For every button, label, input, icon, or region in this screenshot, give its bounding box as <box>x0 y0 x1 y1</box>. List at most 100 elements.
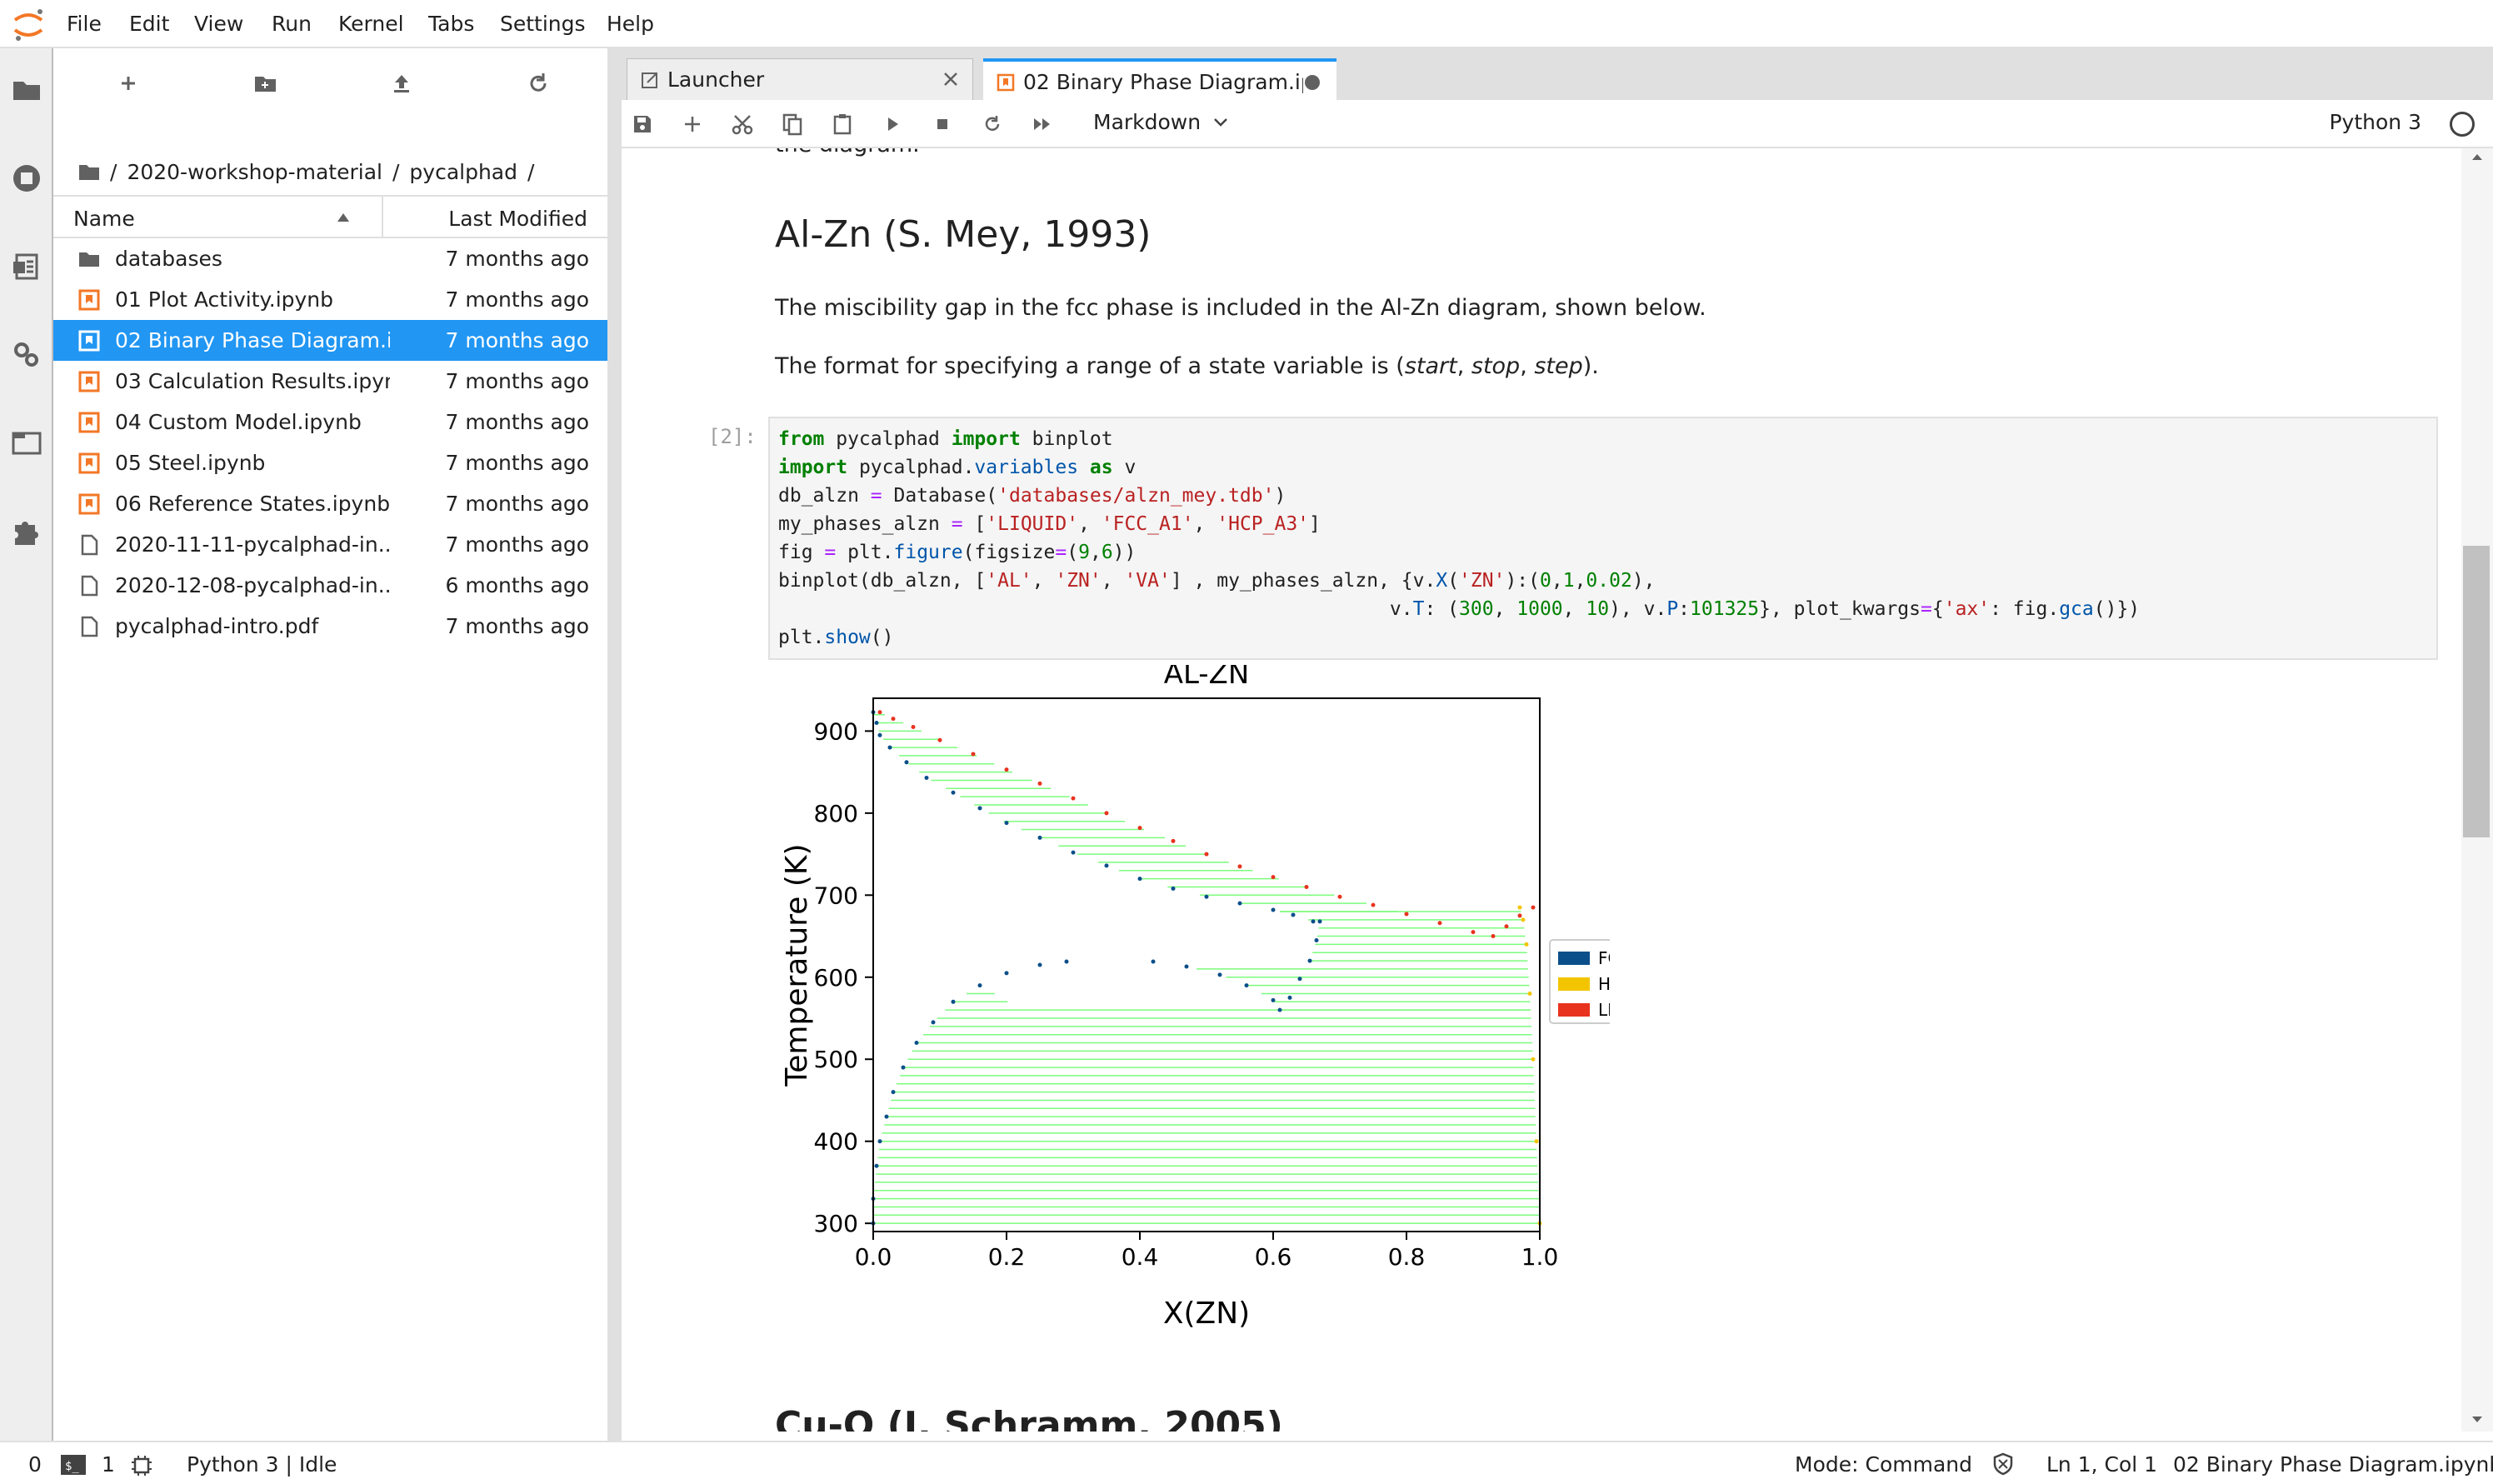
file-row[interactable]: 2020-12-08-pycalphad-in... 6 months ago <box>53 565 607 606</box>
file-row[interactable]: 03 Calculation Results.ipynb 7 months ag… <box>53 361 607 402</box>
miscibility-point <box>1271 997 1276 1002</box>
cursor-position[interactable]: Ln 1, Col 1 <box>2046 1452 2158 1477</box>
shield-icon[interactable] <box>1991 1452 2015 1476</box>
file-name: 03 Calculation Results.ipynb <box>115 369 390 393</box>
tabs-icon[interactable] <box>8 425 45 462</box>
kernel-name[interactable]: Python 3 <box>2329 110 2421 134</box>
scroll-down-icon[interactable] <box>2461 1412 2493 1428</box>
restart-icon[interactable] <box>977 108 1008 140</box>
miscibility-point <box>874 1163 879 1168</box>
menu-settings[interactable]: Settings <box>500 12 586 36</box>
menu-tabs[interactable]: Tabs <box>428 12 475 36</box>
file-browser: / 2020-workshop-material / pycalphad / N… <box>53 48 607 1441</box>
kernel-count[interactable]: 1 <box>102 1452 115 1477</box>
section-heading: Al-Zn (S. Mey, 1993) <box>775 213 1152 256</box>
menu-kernel[interactable]: Kernel <box>338 12 404 36</box>
close-icon[interactable] <box>941 69 961 89</box>
stop-icon[interactable] <box>927 108 958 140</box>
column-divider[interactable] <box>382 197 383 238</box>
menu-help[interactable]: Help <box>607 12 654 36</box>
miscibility-point <box>1317 919 1322 924</box>
liquidus-point <box>937 737 942 742</box>
y-tick-label: 300 <box>814 1210 858 1237</box>
menu-edit[interactable]: Edit <box>129 12 170 36</box>
breadcrumb-root[interactable]: / <box>110 159 117 184</box>
liquidus-point <box>1337 894 1342 899</box>
miscibility-point <box>1184 964 1189 969</box>
legend-label: HCP_A3 <box>1598 974 1610 994</box>
miscibility-point <box>1297 977 1302 982</box>
file-row[interactable]: 04 Custom Model.ipynb 7 months ago <box>53 402 607 442</box>
property-inspector-icon[interactable] <box>8 337 45 373</box>
miscibility-point <box>1151 959 1156 964</box>
tab-notebook[interactable]: 02 Binary Phase Diagram.ipynb <box>983 58 1336 100</box>
file-row[interactable]: 2020-11-11-pycalphad-in... 7 months ago <box>53 524 607 565</box>
notebook-icon <box>78 330 100 352</box>
extensions-icon[interactable] <box>8 513 45 550</box>
refresh-button[interactable] <box>513 65 563 102</box>
upload-button[interactable] <box>377 65 427 102</box>
new-launcher-button[interactable] <box>103 65 153 102</box>
current-file-name[interactable]: 02 Binary Phase Diagram.ipynb <box>2173 1452 2493 1477</box>
paste-icon[interactable] <box>827 108 858 140</box>
notebook-icon <box>78 289 100 311</box>
liquidus-point <box>1271 875 1276 880</box>
column-name-header[interactable]: Name <box>73 207 135 231</box>
code-editor[interactable]: from pycalphad import binplot import pyc… <box>778 428 2141 648</box>
file-row[interactable]: 06 Reference States.ipynb 7 months ago <box>53 483 607 524</box>
miscibility-point <box>1064 959 1069 964</box>
scrollbar-thumb[interactable] <box>2463 546 2490 837</box>
panel-splitter[interactable] <box>607 48 622 1441</box>
add-cell-icon[interactable] <box>677 108 708 140</box>
notebook-toolbar: Markdown Python 3 <box>622 100 2493 148</box>
tab-launcher[interactable]: Launcher <box>627 58 973 100</box>
commands-icon[interactable] <box>8 248 45 285</box>
unsaved-indicator-icon[interactable] <box>1305 75 1320 90</box>
mode-indicator[interactable]: Mode: Command <box>1795 1452 1972 1477</box>
solidus-point <box>1204 894 1209 899</box>
running-icon[interactable] <box>8 160 45 197</box>
liquidus-point <box>891 717 896 722</box>
column-modified-header[interactable]: Last Modified <box>448 207 587 231</box>
file-icon <box>81 575 98 597</box>
x-tick-label: 0.0 <box>855 1243 892 1271</box>
menu-view[interactable]: View <box>194 12 244 36</box>
file-modified: 7 months ago <box>445 614 589 638</box>
save-icon[interactable] <box>627 108 658 140</box>
fast-forward-icon[interactable] <box>1027 108 1058 140</box>
file-row[interactable]: 01 Plot Activity.ipynb 7 months ago <box>53 279 607 320</box>
file-row[interactable]: databases 7 months ago <box>53 238 607 279</box>
miscibility-point <box>891 1090 896 1095</box>
file-row-selected[interactable]: 02 Binary Phase Diagram.i... 7 months ag… <box>53 320 607 361</box>
code-cell[interactable]: from pycalphad import binplot import pyc… <box>768 417 2438 660</box>
legend-label: LIQUID <box>1598 1000 1610 1020</box>
legend-swatch <box>1558 977 1590 991</box>
sort-ascending-icon[interactable] <box>335 210 352 227</box>
liquidus-point <box>1437 921 1442 926</box>
new-folder-button[interactable] <box>240 65 290 102</box>
file-row[interactable]: pycalphad-intro.pdf 7 months ago <box>53 606 607 647</box>
kernel-status-text[interactable]: Python 3 | Idle <box>187 1452 337 1477</box>
activity-bar <box>0 48 53 1441</box>
menu-run[interactable]: Run <box>272 12 312 36</box>
solvus-point <box>1527 991 1532 996</box>
breadcrumb-workshop[interactable]: 2020-workshop-material <box>127 159 382 184</box>
copy-icon[interactable] <box>777 108 808 140</box>
solidus-point <box>1237 901 1242 906</box>
cut-icon[interactable] <box>727 108 758 140</box>
file-row[interactable]: 05 Steel.ipynb 7 months ago <box>53 442 607 483</box>
folder-icon[interactable] <box>8 72 45 108</box>
terminal-count[interactable]: 0 <box>28 1452 42 1477</box>
folder-icon[interactable] <box>78 162 100 181</box>
axis-ticks: 0.0 0.2 0.4 0.6 0.8 1.0 300 400 500 600 700 800 900 <box>814 717 1559 1271</box>
run-icon[interactable] <box>877 108 908 140</box>
breadcrumb-pycalphad[interactable]: pycalphad <box>409 159 517 184</box>
cell-type-value: Markdown <box>1093 110 1202 134</box>
kernel-chip-icon[interactable] <box>130 1454 153 1477</box>
miscibility-point <box>1287 995 1292 1000</box>
menu-file[interactable]: File <box>67 12 102 36</box>
scroll-up-icon[interactable] <box>2461 148 2493 165</box>
terminal-icon[interactable]: $_ <box>60 1454 87 1476</box>
cell-type-dropdown[interactable]: Markdown <box>1093 110 1229 134</box>
liquidus-point <box>1104 811 1109 816</box>
